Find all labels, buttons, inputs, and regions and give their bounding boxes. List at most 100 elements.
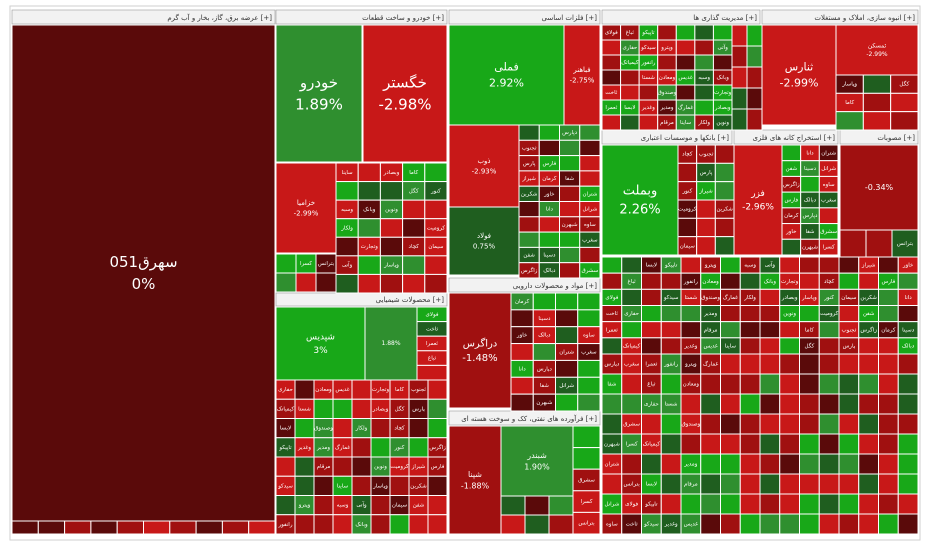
- tile-small[interactable]: [559, 246, 581, 264]
- sector-header-banks[interactable]: بانکها و موسسات اعتباری [+]: [601, 129, 733, 145]
- tile-small[interactable]: [641, 453, 662, 475]
- tile-small[interactable]: [739, 453, 761, 475]
- tile-small[interactable]: [897, 473, 919, 495]
- tile-small[interactable]: [838, 353, 860, 375]
- tile-small[interactable]: [351, 398, 372, 419]
- tile-small[interactable]: [878, 373, 899, 395]
- tile-strip[interactable]: [64, 520, 92, 535]
- tile-small[interactable]: [739, 272, 761, 290]
- tile-small[interactable]: [641, 321, 662, 339]
- tile-small[interactable]: [897, 513, 919, 535]
- tile-small[interactable]: [897, 493, 919, 515]
- tile-small[interactable]: [313, 398, 334, 419]
- tile-small[interactable]: [712, 54, 733, 71]
- tile-small[interactable]: [641, 305, 662, 323]
- tile-small[interactable]: [700, 513, 721, 535]
- tile-small[interactable]: [555, 359, 579, 378]
- tile-small[interactable]: [694, 99, 714, 116]
- tile-18[interactable]: فزر -2.96%: [733, 144, 783, 256]
- tile-small[interactable]: [559, 201, 581, 218]
- tile-small[interactable]: [680, 433, 702, 455]
- tile-small[interactable]: [370, 418, 391, 439]
- tile-small[interactable]: [572, 447, 601, 470]
- tile-small[interactable]: [838, 433, 860, 455]
- tile-small[interactable]: [700, 453, 721, 475]
- tile-small[interactable]: [891, 229, 919, 258]
- tile-small[interactable]: [572, 425, 601, 449]
- tile-small[interactable]: [677, 162, 698, 183]
- tile-small[interactable]: [720, 256, 741, 274]
- tile-small[interactable]: [638, 114, 659, 131]
- tile-small[interactable]: [779, 321, 800, 339]
- tile-small[interactable]: [878, 393, 899, 415]
- tile-small[interactable]: [818, 413, 840, 435]
- tile-small[interactable]: [818, 393, 840, 415]
- tile-small[interactable]: [720, 453, 741, 475]
- tile-small[interactable]: [424, 199, 448, 220]
- tile-strip[interactable]: [248, 520, 276, 535]
- tile-11[interactable]: دراگرس -1.48%: [448, 292, 512, 409]
- tile-small[interactable]: [799, 433, 820, 455]
- tile-small[interactable]: [759, 353, 781, 375]
- tile-small[interactable]: [294, 456, 315, 477]
- sector-header-realestate[interactable]: انبوه سازی، املاک و مستغلات [+]: [761, 9, 919, 25]
- tile-small[interactable]: [739, 493, 761, 515]
- tile-small[interactable]: [424, 162, 448, 183]
- tile-small[interactable]: [680, 393, 702, 415]
- tile-small[interactable]: [759, 373, 781, 395]
- tile-small[interactable]: [878, 513, 899, 535]
- tile-small[interactable]: [294, 475, 315, 496]
- tile-small[interactable]: [559, 155, 581, 172]
- tile-small[interactable]: [779, 256, 800, 274]
- tile-small[interactable]: [559, 231, 581, 248]
- tile-small[interactable]: [621, 453, 642, 475]
- tile-3[interactable]: خگستر -2.98%: [362, 24, 448, 163]
- tile-small[interactable]: [890, 92, 919, 113]
- tile-small[interactable]: [601, 256, 623, 274]
- tile-small[interactable]: [818, 207, 839, 225]
- tile-small[interactable]: [731, 108, 748, 131]
- tile-small[interactable]: [657, 54, 677, 71]
- tile-small[interactable]: [332, 456, 353, 477]
- tile-small[interactable]: [759, 513, 781, 535]
- sector-header-auto[interactable]: خودرو و ساخت قطعات [+]: [275, 9, 448, 25]
- tile-small[interactable]: [370, 495, 391, 516]
- tile-small[interactable]: [858, 433, 879, 455]
- tile-small[interactable]: [799, 393, 820, 415]
- tile-small[interactable]: [858, 413, 879, 435]
- sector-header-chemicals[interactable]: محصولات شیمیایی [+]: [275, 292, 448, 307]
- sector-header-misc[interactable]: مصوبات [+]: [839, 129, 919, 145]
- tile-strip[interactable]: [37, 520, 66, 535]
- tile-small[interactable]: [660, 433, 682, 455]
- tile-small[interactable]: [897, 373, 919, 395]
- tile-small[interactable]: [660, 305, 682, 323]
- tile-small[interactable]: [799, 493, 820, 515]
- tile-small[interactable]: [818, 353, 840, 375]
- tile-small[interactable]: [379, 218, 404, 238]
- tile-small[interactable]: [555, 393, 579, 412]
- tile-small[interactable]: [357, 181, 381, 201]
- tile-10[interactable]: 1.88%: [364, 306, 418, 381]
- tile-small[interactable]: [680, 256, 702, 274]
- tile-small[interactable]: [799, 353, 820, 375]
- tile-small[interactable]: [720, 473, 741, 495]
- tile-small[interactable]: [779, 353, 800, 375]
- tile-small[interactable]: [878, 413, 899, 435]
- tile-small[interactable]: [739, 353, 761, 375]
- tile-small[interactable]: [601, 69, 622, 86]
- tile-small[interactable]: [579, 139, 601, 157]
- sector-header-utilities[interactable]: عرضه برق، گاز، بخار و آب گرم [+]: [11, 9, 276, 25]
- tile-small[interactable]: [538, 139, 560, 157]
- tile-small[interactable]: [621, 321, 642, 339]
- tile-small[interactable]: [500, 495, 526, 516]
- tile-small[interactable]: [739, 321, 761, 339]
- tile-small[interactable]: [818, 433, 840, 455]
- tile-small[interactable]: [538, 124, 560, 141]
- tile-small[interactable]: [510, 309, 534, 328]
- tile-small[interactable]: [315, 272, 337, 293]
- tile-small[interactable]: [799, 305, 820, 323]
- tile-13[interactable]: شبندر 1.90%: [500, 425, 574, 497]
- tile-small[interactable]: [548, 495, 574, 516]
- tile-small[interactable]: [818, 337, 840, 355]
- tile-small[interactable]: [332, 418, 353, 439]
